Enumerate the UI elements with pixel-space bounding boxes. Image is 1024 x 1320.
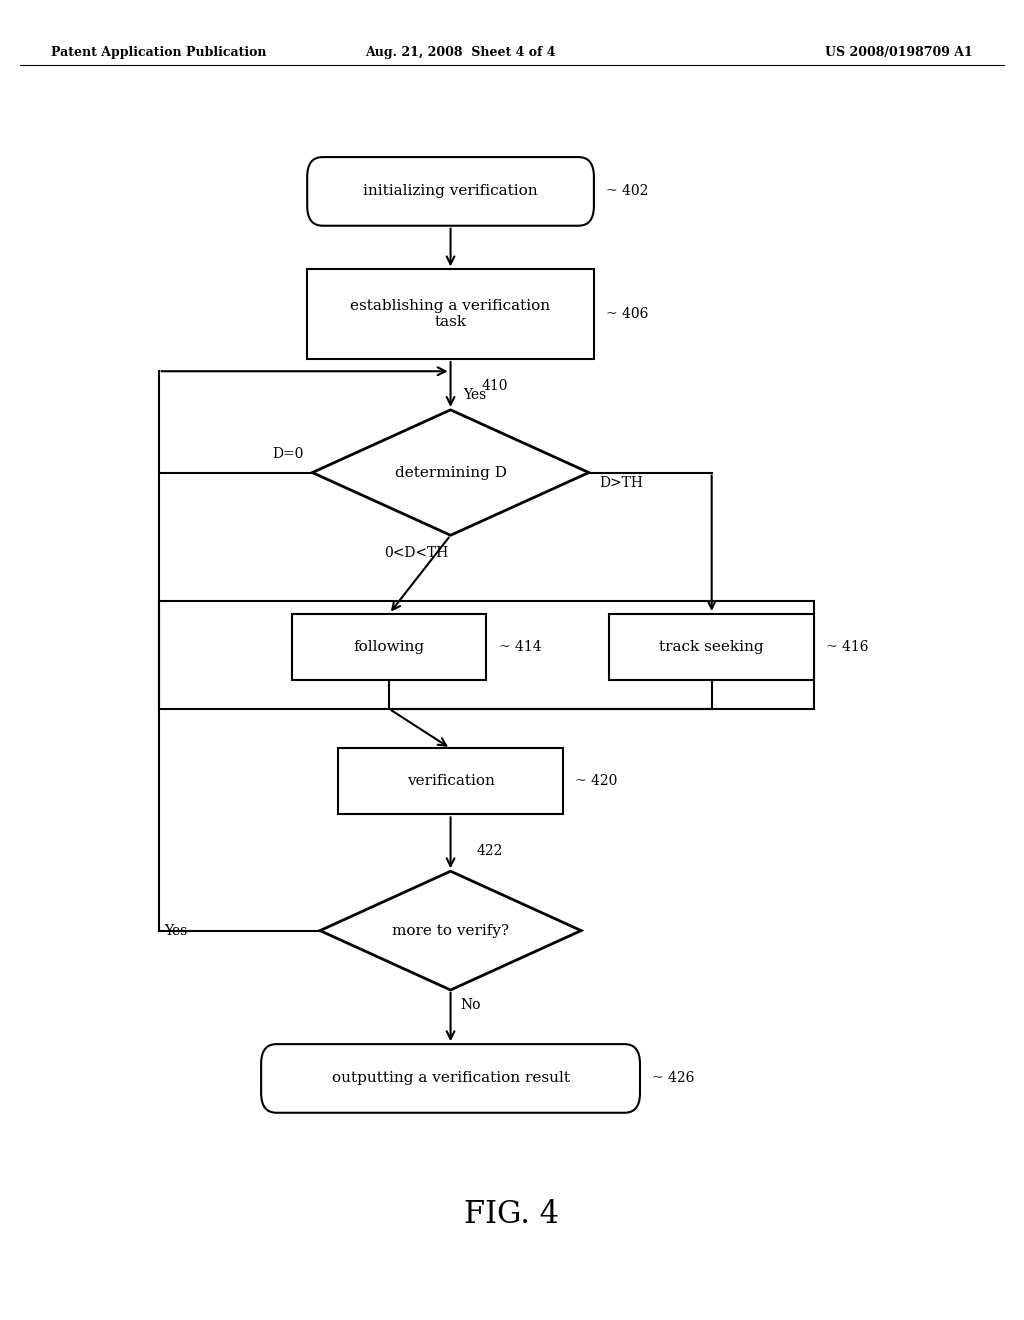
Text: FIG. 4: FIG. 4 xyxy=(465,1199,559,1230)
Text: ~ 402: ~ 402 xyxy=(606,185,648,198)
Text: Aug. 21, 2008  Sheet 4 of 4: Aug. 21, 2008 Sheet 4 of 4 xyxy=(366,46,556,59)
Text: determining D: determining D xyxy=(394,466,507,479)
Text: track seeking: track seeking xyxy=(659,640,764,653)
Text: No: No xyxy=(461,998,481,1012)
Text: outputting a verification result: outputting a verification result xyxy=(332,1072,569,1085)
Polygon shape xyxy=(319,871,582,990)
Bar xyxy=(159,601,814,709)
Text: 410: 410 xyxy=(481,379,508,393)
Text: 0<D<TH: 0<D<TH xyxy=(384,546,449,560)
Text: Yes: Yes xyxy=(164,924,187,937)
Text: establishing a verification
task: establishing a verification task xyxy=(350,300,551,329)
Text: more to verify?: more to verify? xyxy=(392,924,509,937)
Polygon shape xyxy=(312,409,589,536)
Text: Yes: Yes xyxy=(463,388,486,401)
Bar xyxy=(292,614,486,680)
Text: ~ 406: ~ 406 xyxy=(606,308,648,321)
Text: ~ 426: ~ 426 xyxy=(652,1072,694,1085)
Text: ~ 420: ~ 420 xyxy=(575,775,617,788)
Bar xyxy=(609,614,814,680)
FancyBboxPatch shape xyxy=(307,157,594,226)
Text: D=0: D=0 xyxy=(272,447,304,461)
Text: following: following xyxy=(353,640,425,653)
Text: Patent Application Publication: Patent Application Publication xyxy=(51,46,266,59)
Text: initializing verification: initializing verification xyxy=(364,185,538,198)
Text: 422: 422 xyxy=(476,845,503,858)
Text: ~ 416: ~ 416 xyxy=(826,640,869,653)
Text: ~ 414: ~ 414 xyxy=(499,640,542,653)
Text: US 2008/0198709 A1: US 2008/0198709 A1 xyxy=(825,46,973,59)
FancyBboxPatch shape xyxy=(261,1044,640,1113)
Bar xyxy=(338,748,563,814)
Text: verification: verification xyxy=(407,775,495,788)
Text: D>TH: D>TH xyxy=(599,477,643,490)
Bar xyxy=(307,269,594,359)
